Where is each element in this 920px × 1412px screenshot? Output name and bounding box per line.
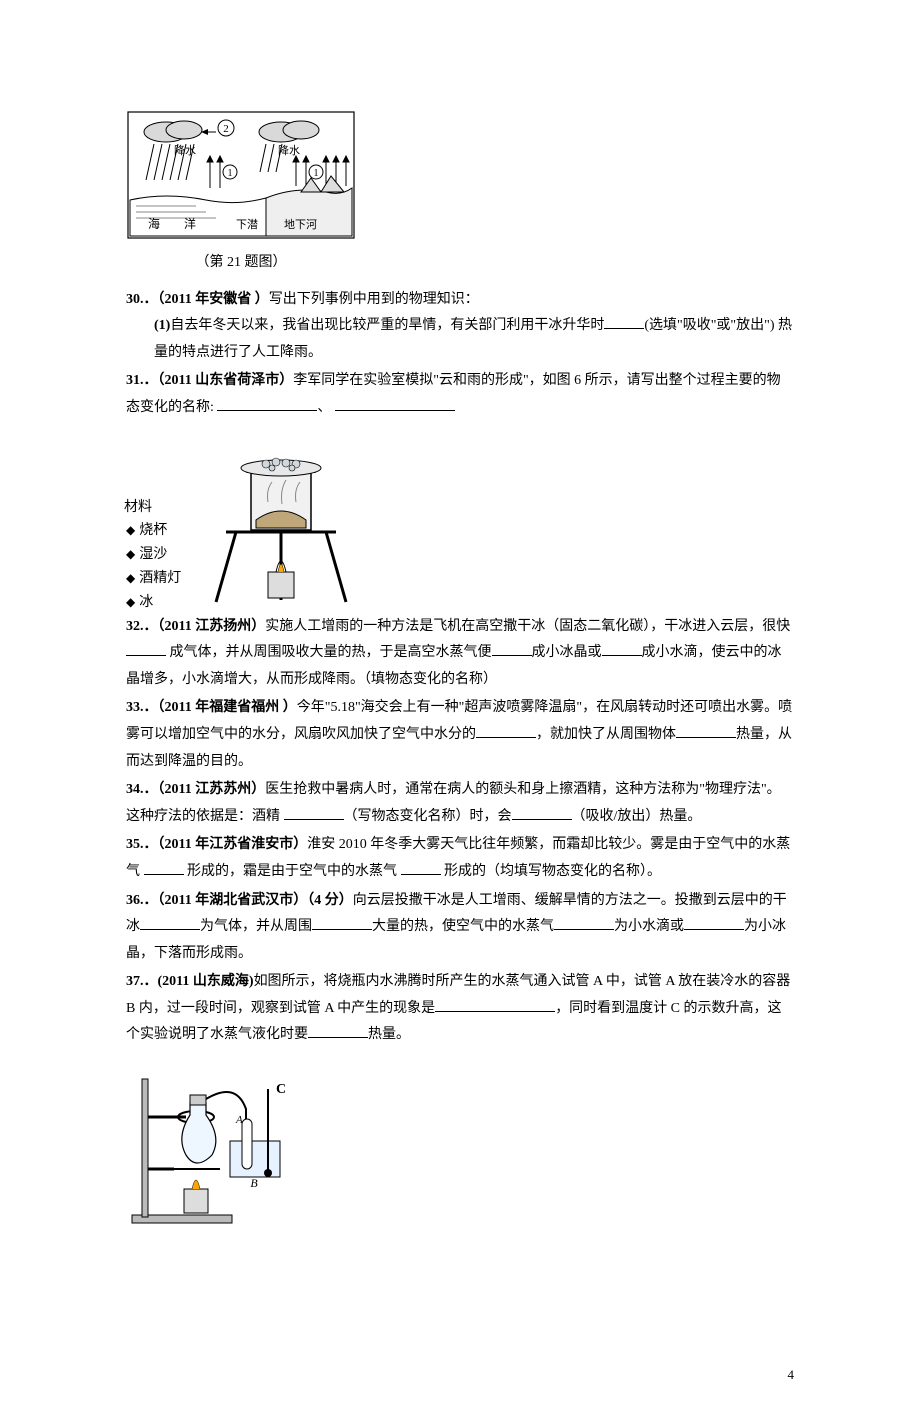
q30-title: 写出下列事例中用到的物理知识： <box>269 292 479 307</box>
figure-caption-21: （第 21 题图） <box>126 250 356 277</box>
svg-text:降水: 降水 <box>174 143 196 157</box>
q32-blank-3[interactable] <box>602 642 642 656</box>
q30-b-prefix: (1) <box>154 318 170 333</box>
svg-text:洋: 洋 <box>184 216 196 231</box>
q33-prefix: 33.．（2011 年福建省福州 ） <box>126 700 297 715</box>
q32-p3: 成小冰晶或 <box>532 645 602 660</box>
q33-p2: ，就加快了从周围物体 <box>536 727 676 742</box>
q36-p3: 大量的热，使空气中的水蒸气 <box>372 919 554 934</box>
svg-text:B: B <box>250 1176 258 1190</box>
q35-p3: 形成的（均填写物态变化的名称）。 <box>441 864 662 879</box>
q32-p1: 实施人工增雨的一种方法是飞机在高空撒干冰（固态二氧化碳），干冰进入云层，很快 <box>265 619 790 634</box>
question-33: 33.．（2011 年福建省福州 ）今年"5.18"海交会上有一种"超声波喷雾降… <box>126 695 794 775</box>
figure-cloud-rain-setup: 材料 烧杯 湿沙 酒精灯 冰 <box>126 432 794 612</box>
q34-p2: （写物态变化名称）时，会 <box>344 809 512 824</box>
q30-blank[interactable] <box>604 315 644 329</box>
q32-blank-1[interactable] <box>126 642 166 656</box>
q34-blank-2[interactable] <box>512 806 572 820</box>
mat-item-1: 湿沙 <box>126 543 181 567</box>
q36-blank-3[interactable] <box>554 916 614 930</box>
question-31: 31.．（2011 山东省荷泽市）李军同学在实验室模拟"云和雨的形成"，如图 6… <box>126 368 794 421</box>
q36-p2: 为气体，并从周围 <box>200 919 312 934</box>
question-32: 32.．（2011 江苏扬州）实施人工增雨的一种方法是飞机在高空撒干冰（固态二氧… <box>126 614 794 694</box>
q35-prefix: 35.．（2011 年江苏省淮安市） <box>126 837 307 852</box>
svg-text:地下河: 地下河 <box>284 218 317 231</box>
q35-blank-2[interactable] <box>401 861 441 875</box>
svg-text:2: 2 <box>223 123 229 135</box>
svg-text:海: 海 <box>148 216 160 231</box>
svg-text:下潜: 下潜 <box>236 217 258 231</box>
q35-p2: 形成的，霜是由于空气中的水蒸气 <box>184 864 401 879</box>
q36-p4: 为小水滴或 <box>614 919 684 934</box>
figure-water-cycle: 2 降水 降水 1 1 <box>126 110 794 277</box>
q31-prefix: 31.．（2011 山东省荷泽市） <box>126 373 293 388</box>
q33-blank-1[interactable] <box>476 724 536 738</box>
q32-prefix: 32.．（2011 江苏扬州） <box>126 619 265 634</box>
q35-blank-1[interactable] <box>144 861 184 875</box>
q36-blank-4[interactable] <box>684 916 744 930</box>
question-35: 35.．（2011 年江苏省淮安市）淮安 2010 年冬季大雾天气比往年频繁，而… <box>126 832 794 885</box>
svg-text:C: C <box>276 1082 286 1097</box>
mat-item-0: 烧杯 <box>126 519 181 543</box>
q34-blank-1[interactable] <box>284 806 344 820</box>
q30-prefix: 30.．（2011 年安徽省 ） <box>126 292 269 307</box>
mat-item-3: 冰 <box>126 591 181 615</box>
svg-text:A: A <box>235 1114 243 1126</box>
q32-blank-2[interactable] <box>492 642 532 656</box>
page-number: 4 <box>788 1363 795 1388</box>
svg-text:降水: 降水 <box>278 143 300 157</box>
q30-body: 自去年冬天以来，我省出现比较严重的旱情，有关部门利用干冰升华时 <box>170 318 604 333</box>
mat-item-2: 酒精灯 <box>126 567 181 591</box>
question-36: 36.．（2011 年湖北省武汉市）（4 分）向云层投撒干冰是人工增雨、缓解旱情… <box>126 888 794 968</box>
question-30: 30.．（2011 年安徽省 ）写出下列事例中用到的物理知识： (1)自去年冬天… <box>126 287 794 367</box>
q33-blank-2[interactable] <box>676 724 736 738</box>
q36-blank-1[interactable] <box>140 916 200 930</box>
question-37: 37.．(2011 山东威海)如图所示，将烧瓶内水沸腾时所产生的水蒸气通入试管 … <box>126 969 794 1049</box>
materials-title: 材料 <box>124 496 179 520</box>
figure-flask-setup: B A C <box>126 1059 794 1229</box>
q36-blank-2[interactable] <box>312 916 372 930</box>
q37-p3: 热量。 <box>368 1027 410 1042</box>
q34-prefix: 34.．（2011 江苏苏州） <box>126 782 265 797</box>
svg-text:1: 1 <box>228 168 233 179</box>
q36-prefix: 36.．（2011 年湖北省武汉市）（4 分） <box>126 893 353 908</box>
q31-blank-1[interactable] <box>217 397 317 411</box>
q32-p2: 成气体，并从周围吸收大量的热，于是高空水蒸气便 <box>166 645 492 660</box>
q31-blank-2[interactable] <box>335 397 455 411</box>
q37-blank-1[interactable] <box>435 998 555 1012</box>
q34-p3: （吸收/放出）热量。 <box>572 809 702 824</box>
q37-prefix: 37.．(2011 山东威海) <box>126 974 254 989</box>
q37-blank-2[interactable] <box>308 1024 368 1038</box>
svg-text:1: 1 <box>314 168 319 179</box>
question-34: 34.．（2011 江苏苏州）医生抢救中暑病人时，通常在病人的额头和身上擦酒精，… <box>126 777 794 830</box>
q31-sep: 、 <box>317 400 331 415</box>
